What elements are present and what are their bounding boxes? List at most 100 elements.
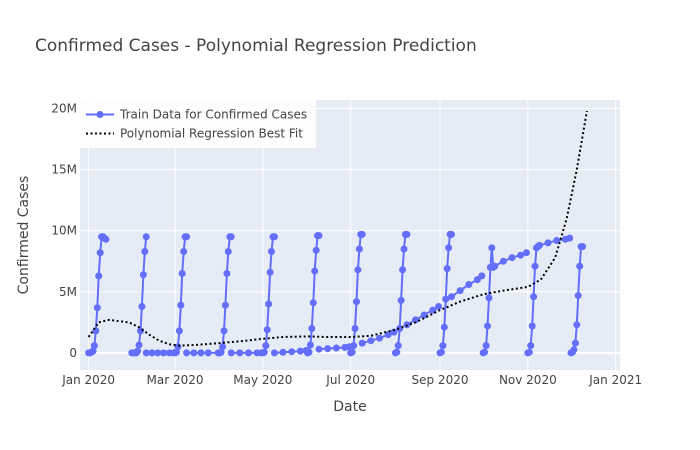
train-data-point: [522, 249, 530, 257]
train-data-point: [397, 296, 405, 304]
train-data-point: [142, 233, 150, 241]
series-train-data: [85, 230, 587, 357]
x-tick-label: Nov 2020: [499, 373, 557, 387]
train-data-point: [270, 233, 278, 241]
train-data-point: [573, 321, 581, 329]
train-data-point: [160, 349, 167, 357]
train-data-point: [448, 293, 455, 301]
x-tick-label: Jan 2020: [61, 373, 115, 387]
train-data-point: [367, 337, 375, 345]
train-data-point: [553, 237, 561, 244]
train-data-point: [134, 347, 142, 355]
train-data-point: [576, 262, 584, 270]
train-data-point: [390, 328, 398, 336]
y-tick-label: 15M: [51, 163, 77, 177]
train-data-point: [142, 349, 150, 357]
train-data-point: [93, 304, 101, 312]
train-data-point: [437, 348, 445, 356]
train-data-point: [141, 248, 149, 255]
y-tick-label: 5M: [59, 285, 77, 299]
y-axis-title: Confirmed Cases: [16, 176, 32, 295]
train-data-point: [508, 254, 516, 262]
train-data-point: [535, 241, 543, 249]
train-data-point: [89, 347, 97, 355]
train-data-point: [96, 249, 104, 257]
train-data-point: [309, 299, 317, 307]
train-data-point: [312, 246, 320, 254]
series-layer: [85, 110, 588, 357]
legend-item-fit[interactable]: Polynomial Regression Best Fit: [86, 127, 303, 141]
train-data-point: [527, 342, 535, 350]
y-tick-label: 20M: [51, 102, 77, 116]
train-data-point: [571, 339, 579, 347]
legend-item-train[interactable]: Train Data for Confirmed Cases: [86, 108, 307, 122]
train-data-point: [353, 298, 360, 306]
train-data-point: [197, 349, 205, 357]
train-data-point: [173, 348, 180, 356]
train-data-point: [448, 230, 455, 238]
train-data-point: [332, 344, 340, 352]
train-data-point: [517, 251, 525, 259]
train-data-point: [154, 349, 162, 357]
train-data-point: [139, 271, 147, 279]
train-data-point: [439, 342, 447, 350]
train-data-point: [306, 341, 314, 349]
train-data-point: [180, 248, 188, 255]
train-data-point: [90, 342, 98, 350]
train-data-point: [279, 348, 287, 356]
train-data-point: [412, 316, 419, 324]
train-data-point: [183, 233, 191, 241]
train-data-point: [308, 325, 316, 332]
legend-train-label: Train Data for Confirmed Cases: [119, 108, 307, 122]
legend-fit-label: Polynomial Regression Best Fit: [120, 127, 303, 141]
y-tick-label: 10M: [51, 224, 77, 238]
train-data-point: [190, 349, 198, 357]
train-data-point: [544, 239, 552, 247]
train-data-point: [393, 348, 401, 356]
train-data-point: [488, 244, 496, 252]
x-tick-label: Jan 2021: [588, 373, 642, 387]
train-data-point: [350, 342, 358, 350]
train-data-point: [288, 348, 296, 356]
train-data-point: [531, 262, 539, 270]
train-data-point: [499, 257, 507, 265]
train-data-point: [217, 348, 225, 356]
legend-train-marker-symbol: [96, 111, 104, 118]
train-data-point: [95, 272, 103, 280]
train-data-point: [478, 272, 486, 280]
x-tick-label: May 2020: [233, 373, 292, 387]
train-data-point: [528, 322, 536, 330]
train-data-point: [566, 234, 574, 242]
chart-title: Confirmed Cases - Polynomial Regression …: [35, 36, 477, 56]
train-data-point: [482, 342, 490, 350]
train-data-point: [376, 334, 383, 342]
train-data-point: [355, 245, 363, 253]
train-data-point: [435, 303, 443, 310]
train-data-point: [148, 349, 156, 357]
train-data-point: [223, 270, 231, 277]
train-data-point: [324, 345, 332, 353]
train-data-point: [221, 301, 229, 309]
train-data-point: [394, 342, 402, 350]
x-tick-label: Mar 2020: [147, 373, 204, 387]
train-data-point: [403, 230, 411, 238]
train-data-point: [220, 327, 228, 335]
train-data-point: [270, 349, 278, 357]
train-data-point: [177, 301, 185, 309]
train-data-point: [384, 331, 392, 339]
train-data-point: [399, 266, 407, 274]
train-data-point: [175, 327, 183, 335]
train-data-point: [204, 349, 212, 357]
train-data-point: [440, 323, 448, 331]
train-data-point: [219, 343, 227, 351]
train-data-point: [296, 347, 304, 355]
train-data-point: [400, 245, 408, 253]
train-data-point: [262, 342, 270, 350]
train-data-point: [315, 345, 323, 353]
train-data-point: [481, 348, 489, 356]
legend: Train Data for Confirmed Cases Polynomia…: [80, 100, 316, 148]
train-data-point: [224, 248, 232, 255]
x-axis-title: Date: [333, 399, 366, 415]
train-data-point: [263, 326, 271, 334]
